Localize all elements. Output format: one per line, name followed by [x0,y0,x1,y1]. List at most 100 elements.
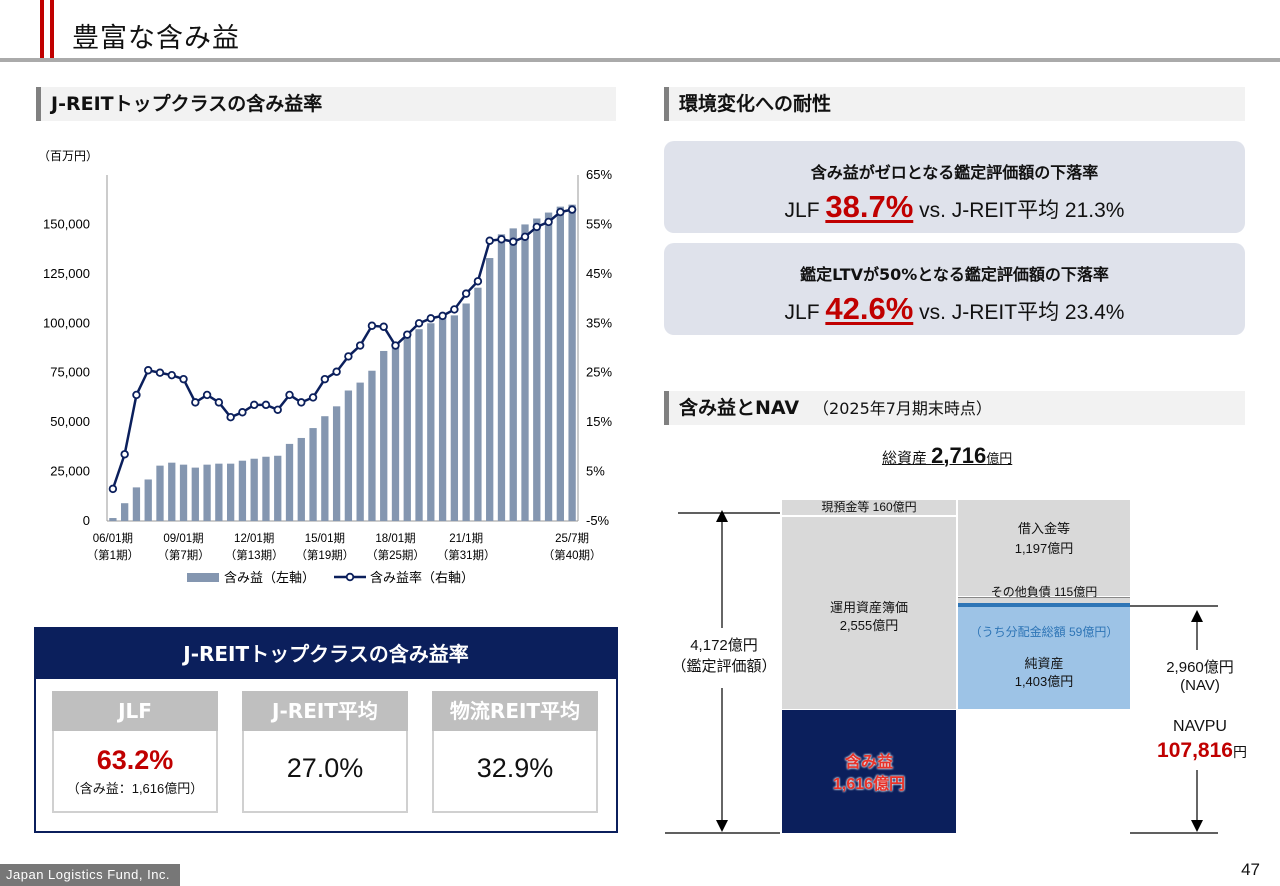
col-body: 63.2% （含み益：1,616億円） [52,731,218,813]
col-body: 32.9% [432,731,598,813]
right-axis-tick: -5% [586,513,610,528]
col-header: JLF [52,691,218,731]
unrealized-gain-block: 含み益 1,616億円 [782,710,956,833]
legend-line-marker [345,572,355,582]
bar-unrealized-gain [556,206,564,521]
point-gain-ratio [167,370,176,380]
point-gain-ratio [108,484,118,494]
x-tick-label: 15/01期 [305,532,345,545]
book-value-amount: 2,555億円 [839,618,899,633]
zero-gain-card: 含み益がゼロとなる鑑定評価額の下落率 JLF 38.7% vs. J-REIT平… [664,141,1245,233]
bar-unrealized-gain [332,406,341,521]
bar-unrealized-gain [521,224,529,521]
bar-unrealized-gain [262,456,270,521]
resistance-section-title: 環境変化への耐性 [664,87,1245,121]
navpu-unit: 円 [1232,744,1247,760]
col-value: 27.0% [286,753,364,783]
nav-brackets [665,510,1218,834]
card-heading: 鑑定LTVが50%となる鑑定評価額の下落率 [800,265,1109,284]
bar-unrealized-gain [321,416,329,521]
point-gain-ratio [144,366,153,375]
navpu-value: 107,816円 [1140,739,1264,763]
net-assets-amount: 1,403億円 [1014,674,1074,689]
loans-block: 借入金等 1,197億円 その他負債 115億円 [958,500,1130,599]
point-gain-ratio [544,217,553,227]
bar-unrealized-gain [226,463,235,521]
bar-unrealized-gain [168,462,176,521]
point-gain-ratio [461,289,471,298]
left-axis-tick: 150,000 [43,216,90,231]
point-gain-ratio [438,311,447,321]
point-gain-ratio [179,374,188,384]
loans-amount: 1,197億円 [1014,541,1074,556]
bar-unrealized-gain [380,350,388,521]
point-gain-ratio [344,352,353,361]
point-gain-ratio [450,305,459,314]
point-gain-ratio [391,341,400,350]
point-gain-ratio [261,400,271,410]
bar-unrealized-gain [450,315,459,521]
table-title: J-REITトップクラスの含み益率 [36,629,616,679]
left-axis-tick: 75,000 [50,365,90,380]
point-gain-ratio [120,450,129,459]
point-gain-ratio [414,319,424,328]
book-value-label: 運用資産簿価 [829,600,908,615]
x-tick-label-period: （第40期） [543,548,602,562]
title-accent-bar [40,0,44,62]
left-axis-tick: 25,000 [50,464,90,479]
book-value-block: 運用資産簿価 2,555億円 [782,517,956,709]
distribution-block [958,603,1130,607]
bar-unrealized-gain [203,464,211,521]
bar-unrealized-gain [438,317,447,521]
card-prefix: JLF [784,199,826,222]
bar-unrealized-gain [156,465,164,521]
navpu-label: NAVPU [1173,718,1227,735]
right-axis-tick: 45% [586,266,612,281]
point-gain-ratio [226,413,235,422]
bar-unrealized-gain [215,463,223,521]
bar-unrealized-gain [486,258,494,521]
right-axis-tick: 35% [586,315,612,330]
bar-unrealized-gain [144,479,152,521]
x-tick-label: 06/01期 [93,532,133,545]
cash-block: 現預金等 160億円 [782,500,956,515]
point-gain-ratio [485,236,494,245]
point-gain-ratio [497,235,506,244]
x-tick-label-period: （第19期） [295,548,354,562]
appraisal-amount: 4,172億円 [690,637,758,654]
col-body: 27.0% [242,731,408,813]
bar-unrealized-gain [568,204,576,521]
card-heading: 含み益がゼロとなる鑑定評価額の下落率 [810,163,1099,182]
page-title: 豊富な含み益 [72,23,240,54]
line-gain-ratio [111,208,573,490]
appraisal-label: （鑑定評価額） [671,658,777,675]
page-number: 47 [1241,860,1260,879]
bar-unrealized-gain [179,464,188,521]
total-assets: 総資産 2,716億円 [882,443,1012,469]
nav-amount: 2,960億円 [1166,659,1234,676]
x-tick-label: 25/7期 [555,532,589,545]
point-gain-ratio [403,330,412,339]
col-value: 63.2% [96,745,174,775]
bar-unrealized-gain [544,212,553,521]
net-assets-block: （うち分配金総額 59億円） 純資産 1,403億円 [958,607,1130,709]
point-gain-ratio [249,400,259,410]
bar-unrealized-gain [285,443,294,521]
point-gain-ratio [155,368,165,377]
right-axis-tick: 65% [586,167,612,182]
x-tick-label-period: （第7期） [157,548,209,562]
point-gain-ratio [202,390,212,400]
card-prefix: JLF [784,301,826,324]
bar-unrealized-gain [344,390,353,521]
navpu-amount: 107,816 [1157,739,1233,762]
x-tick-label: 12/01期 [234,532,274,545]
other-liabilities-block [958,597,1130,603]
loans-label: 借入金等 [1017,521,1070,536]
x-tick-label-period: （第13期） [225,548,284,562]
bar-unrealized-gain [415,329,423,521]
other-liabilities-label: その他負債 115億円 [990,585,1098,599]
x-tick-label: 18/01期 [375,532,415,545]
bar-unrealized-gain [462,303,470,521]
bar-unrealized-gain [274,455,282,521]
ltv50-card: 鑑定LTVが50%となる鑑定評価額の下落率 JLF 42.6% vs. J-RE… [664,243,1245,335]
